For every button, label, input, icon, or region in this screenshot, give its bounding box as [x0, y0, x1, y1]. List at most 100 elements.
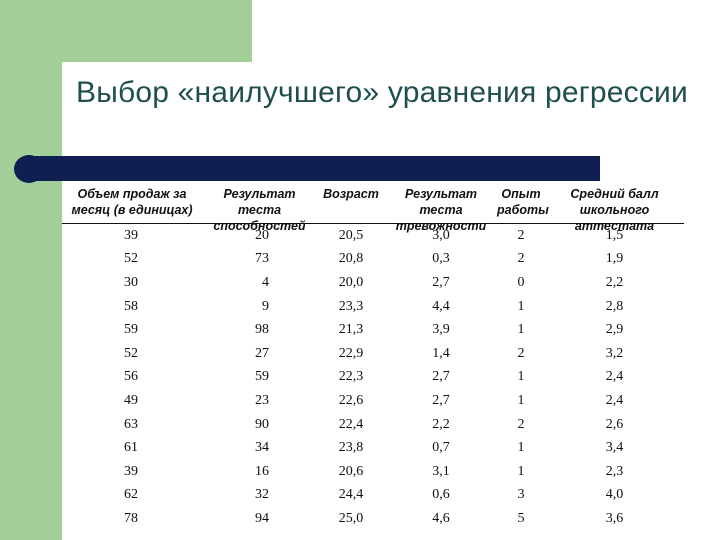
cell-age: 20,6: [338, 463, 364, 479]
cell-anxiety: 2,7: [432, 274, 450, 290]
cell-age: 24,4: [338, 487, 364, 503]
header-ability-test: Результат теста способностей: [213, 187, 306, 233]
cell-gpa: 2,9: [605, 322, 624, 338]
table-row: 52 27 22,9 1,4 2 3,2: [62, 342, 684, 366]
cell-ability: 73: [255, 251, 269, 267]
cell-sales: 52: [124, 251, 138, 267]
cell-age: 22,3: [338, 369, 364, 385]
title-divider-dot: [14, 155, 44, 183]
cell-ability: 4: [262, 274, 269, 290]
cell-experience: 2: [517, 416, 525, 432]
cell-experience: 1: [517, 322, 525, 338]
cell-gpa: 2,2: [605, 274, 624, 290]
cell-anxiety: 3,1: [432, 463, 450, 479]
table-row: 62 32 24,4 0,6 3 4,0: [62, 484, 684, 508]
cell-anxiety: 2,7: [432, 369, 450, 385]
cell-experience: 0: [517, 274, 525, 290]
table-header: Объем продаж за месяц (в единицах) Резул…: [62, 186, 684, 233]
cell-experience: 2: [517, 345, 525, 361]
cell-gpa: 2,8: [605, 298, 624, 314]
cell-ability: 94: [255, 510, 269, 526]
cell-sales: 49: [124, 392, 138, 408]
cell-gpa: 3,4: [605, 440, 624, 456]
cell-gpa: 2,4: [605, 392, 624, 408]
cell-sales: 30: [124, 274, 138, 290]
cell-ability: 9: [262, 298, 269, 314]
cell-ability: 23: [255, 392, 269, 408]
title-divider-bar: [26, 156, 600, 181]
cell-age: 23,8: [338, 440, 364, 456]
cell-ability: 90: [255, 416, 269, 432]
cell-sales: 62: [124, 487, 138, 503]
cell-experience: 1: [517, 298, 525, 314]
cell-gpa: 1,5: [605, 227, 624, 243]
cell-anxiety: 0,3: [432, 251, 450, 267]
cell-ability: 34: [255, 440, 269, 456]
cell-experience: 1: [517, 463, 525, 479]
cell-gpa: 3,6: [605, 510, 624, 526]
header-sales: Объем продаж за месяц (в единицах): [71, 187, 193, 217]
cell-age: 22,6: [338, 392, 364, 408]
cell-gpa: 3,2: [605, 345, 624, 361]
table-row: 59 98 21,3 3,9 1 2,9: [62, 318, 684, 342]
cell-sales: 59: [124, 322, 138, 338]
cell-gpa: 4,0: [605, 487, 624, 503]
cell-experience: 5: [517, 510, 525, 526]
header-age: Возраст: [323, 187, 379, 201]
cell-sales: 39: [124, 227, 138, 243]
cell-anxiety: 1,4: [432, 345, 450, 361]
cell-ability: 27: [255, 345, 269, 361]
cell-sales: 39: [124, 463, 138, 479]
cell-age: 20,8: [338, 251, 364, 267]
cell-ability: 16: [255, 463, 269, 479]
table-row: 61 34 23,8 0,7 1 3,4: [62, 436, 684, 460]
cell-anxiety: 2,2: [432, 416, 450, 432]
cell-sales: 56: [124, 369, 138, 385]
cell-age: 25,0: [338, 510, 364, 526]
cell-gpa: 1,9: [605, 251, 624, 267]
table-row: 52 73 20,8 0,3 2 1,9: [62, 248, 684, 272]
table-row: 39 16 20,6 3,1 1 2,3: [62, 460, 684, 484]
green-left-band: [0, 0, 62, 540]
header-anxiety-test: Результат теста тревожности: [395, 187, 487, 233]
table-row: 49 23 22,6 2,7 1 2,4: [62, 389, 684, 413]
cell-anxiety: 0,7: [432, 440, 450, 456]
cell-sales: 58: [124, 298, 138, 314]
cell-experience: 2: [517, 227, 525, 243]
cell-sales: 52: [124, 345, 138, 361]
cell-experience: 2: [517, 251, 525, 267]
cell-anxiety: 3,0: [432, 227, 450, 243]
cell-age: 23,3: [338, 298, 364, 314]
cell-ability: 98: [255, 322, 269, 338]
header-gpa: Средний балл школьного аттестата: [570, 187, 659, 233]
cell-experience: 1: [517, 369, 525, 385]
cell-age: 22,9: [338, 345, 364, 361]
cell-experience: 1: [517, 392, 525, 408]
table-row: 78 94 25,0 4,6 5 3,6: [62, 507, 684, 531]
content-panel: [62, 62, 720, 540]
table-row: 56 59 22,3 2,7 1 2,4: [62, 366, 684, 390]
cell-sales: 63: [124, 416, 138, 432]
cell-anxiety: 4,4: [432, 298, 450, 314]
cell-anxiety: 4,6: [432, 510, 450, 526]
cell-sales: 61: [124, 440, 138, 456]
table-body: 39 20 20,5 3,0 2 1,5 52 73 20,8 0,3 2 1,9 30 4 20,0 2,7…: [62, 224, 684, 531]
table-row: 30 4 20,0 2,7 0 2,2: [62, 271, 684, 295]
cell-gpa: 2,3: [605, 463, 624, 479]
header-experience: Опыт работы: [497, 187, 549, 217]
table-row: 58 9 23,3 4,4 1 2,8: [62, 295, 684, 319]
cell-experience: 3: [517, 487, 525, 503]
cell-gpa: 2,6: [605, 416, 624, 432]
cell-age: 22,4: [338, 416, 364, 432]
cell-ability: 32: [255, 487, 269, 503]
cell-sales: 78: [124, 510, 138, 526]
cell-anxiety: 3,9: [432, 322, 450, 338]
cell-age: 20,0: [338, 274, 364, 290]
table-row: 63 90 22,4 2,2 2 2,6: [62, 413, 684, 437]
slide-title: Выбор «наилучшего» уравнения регрессии: [76, 76, 688, 109]
cell-ability: 20: [255, 227, 269, 243]
cell-age: 20,5: [338, 227, 364, 243]
cell-gpa: 2,4: [605, 369, 624, 385]
cell-anxiety: 2,7: [432, 392, 450, 408]
cell-experience: 1: [517, 440, 525, 456]
